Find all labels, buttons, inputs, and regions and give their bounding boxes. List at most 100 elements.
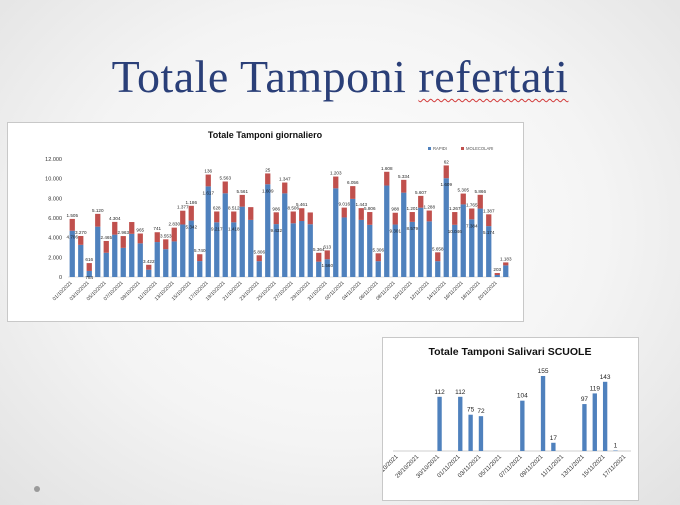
legend-entry: MOLECOLARI xyxy=(466,146,493,151)
bar-molecolari xyxy=(299,208,305,222)
bar-molecolari xyxy=(350,186,356,199)
bar-molecolari xyxy=(265,173,271,185)
bar-data-label: 8.579 xyxy=(407,226,419,231)
bar-data-label: 1.765 xyxy=(466,203,478,208)
bar-rapidi xyxy=(282,193,288,277)
bar-molecolari xyxy=(494,273,500,276)
y-tick-label: 4.000 xyxy=(48,236,62,242)
bar-data-label: 8.506 xyxy=(288,206,300,211)
bar-rapidi xyxy=(103,252,109,277)
bar-molecolari xyxy=(358,208,364,220)
bar-data-label: 112 xyxy=(434,389,445,396)
bar-data-label: 75 xyxy=(467,407,475,414)
bar-molecolari xyxy=(443,165,449,179)
bar-molecolari xyxy=(503,262,509,266)
bar-rapidi xyxy=(231,222,237,277)
bar-molecolari xyxy=(460,193,466,205)
bar-salivari xyxy=(582,404,587,451)
bar-molecolari xyxy=(333,176,339,189)
bar-molecolari xyxy=(103,240,109,253)
bar-molecolari xyxy=(273,212,279,225)
bar-rapidi xyxy=(477,208,483,277)
bar-rapidi xyxy=(273,224,279,277)
bar-rapidi xyxy=(188,220,194,277)
bar-rapidi xyxy=(460,204,466,277)
bar-data-label: 5.364 xyxy=(313,247,325,252)
bar-data-label: 9.217 xyxy=(211,226,223,231)
bar-data-label: 613 xyxy=(323,244,331,249)
bar-molecolari xyxy=(307,212,313,225)
bar-data-label: 1.418 xyxy=(228,226,240,231)
bar-data-label: 5.120 xyxy=(92,208,104,213)
bar-molecolari xyxy=(290,211,296,224)
bar-molecolari xyxy=(384,171,390,186)
bar-data-label: 9.301 xyxy=(390,229,402,234)
bar-data-label: 1.203 xyxy=(330,171,342,176)
bar-rapidi xyxy=(95,226,101,277)
bar-data-label: 5.607 xyxy=(415,190,427,195)
bar-data-label: 5.461 xyxy=(296,202,308,207)
bar-rapidi xyxy=(307,224,313,277)
bar-rapidi xyxy=(256,261,262,277)
daily-swabs-chart: Totale Tamponi giornaliero 0 2.000 4.000 6.0… xyxy=(7,122,524,322)
bar-data-label: 62 xyxy=(444,159,450,164)
bar-molecolari xyxy=(486,214,492,227)
bar-data-label: 5.806 xyxy=(254,249,266,254)
y-tick-label: 2.000 xyxy=(48,255,62,261)
bar-data-label: 155 xyxy=(538,368,549,375)
bar-data-label: 5.658 xyxy=(432,246,444,251)
bar-rapidi xyxy=(205,186,211,277)
legend-swatch xyxy=(428,147,431,150)
bar-data-label: 1.377 xyxy=(177,205,189,210)
chart-title: Totale Tamponi giornaliero xyxy=(208,130,323,140)
bar-data-label: 9.016 xyxy=(339,202,351,207)
bar-data-label: 628 xyxy=(213,205,221,210)
bar-data-label: 5.740 xyxy=(194,248,206,253)
y-tick-label: 6.000 xyxy=(48,216,62,222)
x-tick-label: 17/11/2021 xyxy=(602,454,628,480)
bar-molecolari xyxy=(409,212,415,222)
bar-molecolari xyxy=(129,222,135,234)
bar-data-label: 2.830 xyxy=(169,222,181,227)
bar-data-label: 616 xyxy=(85,257,93,262)
bar-rapidi xyxy=(333,188,339,277)
bar-data-label: 5.563 xyxy=(220,175,232,180)
bar-rapidi xyxy=(503,265,509,277)
bar-molecolari xyxy=(367,212,373,225)
bar-rapidi xyxy=(486,226,492,277)
bar-data-label: 1.609 xyxy=(262,188,274,193)
bar-data-label: 3.422 xyxy=(143,259,155,264)
bar-data-label: 5.342 xyxy=(186,225,198,230)
bar-molecolari xyxy=(392,212,398,225)
bar-data-label: 1.201 xyxy=(407,206,419,211)
bar-rapidi xyxy=(443,178,449,277)
bar-salivari xyxy=(520,400,525,451)
bar-molecolari xyxy=(214,211,220,223)
bar-data-label: 1.608 xyxy=(381,166,393,171)
bar-data-label: 17 xyxy=(550,435,558,442)
bar-data-label: 9.432 xyxy=(271,228,283,233)
y-tick-label: 0 xyxy=(59,275,62,281)
legend-swatch xyxy=(461,147,464,150)
bar-molecolari xyxy=(452,212,458,225)
bar-data-label: 1.387 xyxy=(483,208,495,213)
bar-molecolari xyxy=(477,194,483,209)
bar-data-label: 97 xyxy=(581,396,589,403)
bar-molecolari xyxy=(205,174,211,187)
bar-rapidi xyxy=(290,223,296,277)
bar-molecolari xyxy=(316,252,322,262)
bar-data-label: 5.806 xyxy=(364,206,376,211)
bar-data-label: 1.560 xyxy=(322,263,334,268)
y-tick-label: 12.000 xyxy=(45,157,62,163)
bar-data-label: 2.963 xyxy=(118,230,130,235)
bar-molecolari xyxy=(120,236,126,248)
bar-molecolari xyxy=(435,252,441,262)
bar-data-label: 3.270 xyxy=(75,230,87,235)
bar-molecolari xyxy=(69,218,75,231)
bar-rapidi xyxy=(239,206,245,277)
bar-data-label: 5.306 xyxy=(373,247,385,252)
bar-data-label: 784 xyxy=(85,275,93,280)
bar-data-label: 25 xyxy=(265,167,271,172)
bar-molecolari xyxy=(171,227,177,242)
bar-salivari xyxy=(592,393,597,451)
